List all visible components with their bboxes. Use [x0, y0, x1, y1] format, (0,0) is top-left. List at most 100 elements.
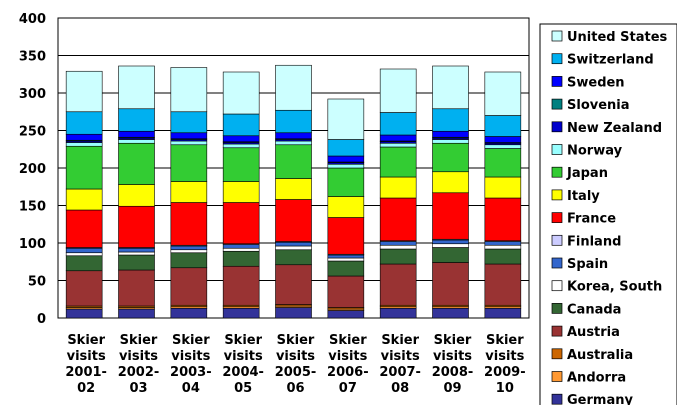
legend-swatch [551, 348, 563, 360]
legend-swatch [551, 30, 563, 42]
bar-segment-spain [65, 247, 103, 254]
bar-segment-germany [170, 307, 208, 319]
bar-segment-sweden [379, 134, 417, 142]
bar-segment-france [432, 192, 469, 240]
bar-segment-norway [432, 139, 469, 144]
bar-segment-italy [275, 178, 312, 200]
bar-segment-canada [327, 260, 365, 277]
y-tick-label: 350 [19, 50, 46, 65]
x-category-label: Skier visits 2005-06 [275, 333, 317, 396]
bar-segment-korea-south [275, 245, 312, 251]
legend-swatch [551, 212, 563, 223]
bar-segment-spain [275, 241, 312, 247]
bar-segment-united-states [118, 65, 155, 110]
bar-segment-switzerland [379, 112, 417, 136]
legend-label: United States [567, 30, 668, 45]
x-category-label: Skier visits 2009-10 [484, 333, 526, 396]
bar-segment-united-states [327, 98, 365, 140]
legend-box [539, 23, 677, 405]
bar-segment-sweden [222, 135, 260, 143]
legend-label: Spain [567, 257, 608, 272]
bar-segment-austria [170, 267, 208, 306]
bar-segment-france [170, 202, 208, 246]
legend-swatch [551, 98, 563, 110]
x-category-label: Skier visits 2004-05 [222, 333, 264, 396]
legend-swatch [551, 144, 563, 155]
y-tick-label: 0 [37, 312, 46, 327]
bar-segment-sweden [118, 130, 155, 138]
bar-segment-austria [275, 264, 312, 305]
y-tick-label: 100 [19, 237, 46, 252]
bar-segment-japan [170, 144, 208, 182]
legend-label: Canada [567, 302, 621, 317]
x-category-label: Skier visits 2007-08 [379, 333, 421, 396]
legend-label: Australia [567, 348, 633, 363]
bar-segment-norway [222, 143, 260, 149]
bar-segment-japan [222, 147, 260, 182]
bar-segment-italy [484, 176, 522, 199]
bar-segment-canada [65, 255, 103, 272]
y-tick-label: 250 [19, 125, 46, 140]
bar-segment-italy [379, 176, 417, 199]
bar-segment-japan [484, 148, 522, 178]
x-category-label: Skier visits 2001-02 [65, 333, 107, 396]
y-tick-label: 50 [28, 275, 46, 290]
bar-segment-italy [327, 196, 365, 218]
bar-segment-italy [170, 181, 208, 203]
bar-segment-korea-south [379, 244, 417, 250]
bar-segment-norway [327, 163, 365, 169]
bar-segment-norway [379, 142, 417, 148]
legend-label: Finland [567, 234, 621, 249]
bar-segment-united-states [484, 71, 522, 116]
bar-segment-austria [484, 263, 522, 306]
bar-segment-austria [432, 262, 469, 306]
bar-segment-spain [327, 254, 365, 259]
bar-segment-spain [379, 241, 417, 246]
bar-segment-japan [327, 167, 365, 197]
bar-segment-switzerland [327, 139, 365, 157]
bar-segment-canada [379, 248, 417, 265]
y-tick-label: 200 [19, 162, 46, 177]
bar-segment-united-states [170, 67, 208, 113]
bar-segment-korea-south [432, 243, 469, 248]
bar-segment-norway [170, 140, 208, 146]
bar-segment-germany [484, 307, 522, 319]
legend-swatch [551, 53, 563, 65]
bar-segment-france [118, 205, 155, 248]
legend-label: Switzerland [567, 53, 654, 68]
legend-label: Norway [567, 144, 623, 159]
bars [65, 64, 522, 319]
bar-segment-korea-south [484, 244, 522, 250]
bar-segment-austria [222, 265, 260, 306]
bar-segment-germany [432, 307, 469, 319]
legend-label: France [567, 212, 616, 227]
bar-segment-united-states [65, 70, 103, 113]
bar-segment-korea-south [170, 249, 208, 254]
bar-segment-switzerland [65, 111, 103, 135]
legend-swatch [551, 303, 563, 314]
bar-segment-japan [379, 146, 417, 178]
bar-segment-sweden [275, 132, 312, 140]
bar-segment-germany [275, 307, 312, 319]
bar-segment-united-states [379, 68, 417, 113]
bar-segment-france [327, 217, 365, 255]
bar-segment-italy [118, 184, 155, 207]
bar-segment-germany [379, 307, 417, 319]
bar-segment-canada [275, 249, 312, 266]
legend-label: Austria [567, 325, 620, 340]
y-tick-label: 400 [19, 12, 46, 27]
bar-segment-germany [222, 307, 260, 319]
legend-label: Japan [566, 166, 608, 181]
legend-swatch [551, 280, 563, 292]
y-tick-label: 300 [19, 87, 46, 102]
bar-segment-canada [118, 254, 155, 271]
bar-segment-norway [65, 142, 103, 147]
bar-segment-korea-south [118, 251, 155, 256]
bar-segment-spain [484, 241, 522, 246]
bar-segment-japan [432, 142, 469, 173]
bar-segment-norway [118, 139, 155, 144]
bar-segment-spain [222, 244, 260, 249]
x-category-label: Skier visits 2008-09 [432, 333, 474, 396]
